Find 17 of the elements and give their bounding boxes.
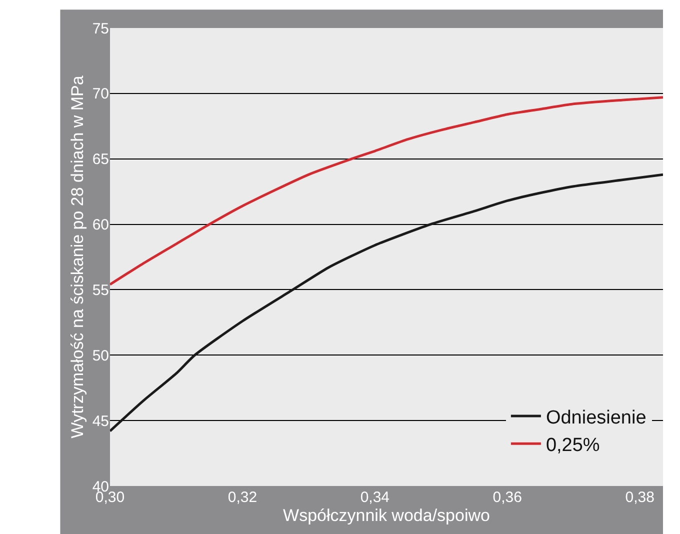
y-tick-label: 75 xyxy=(92,20,109,38)
y-tick-label: 65 xyxy=(92,151,109,168)
x-tick-label: 0,32 xyxy=(228,489,258,506)
x-tick-label: 0,38 xyxy=(625,489,654,506)
y-axis-title: Wytrzymałość na ściskanie po 28 dniach w MPa xyxy=(68,75,87,438)
line-series xyxy=(110,96,663,286)
legend-label: Odniesienie xyxy=(546,407,646,428)
x-axis-title: Współczynnik woda/spoiwo xyxy=(283,506,490,525)
line-series xyxy=(110,173,663,432)
y-tick-label: 70 xyxy=(92,86,109,103)
y-tick-label: 45 xyxy=(92,412,109,430)
legend-label: 0,25% xyxy=(546,435,600,456)
x-tick-label: 0,36 xyxy=(492,489,522,506)
y-tick-label: 60 xyxy=(92,216,109,234)
y-tick-label: 50 xyxy=(92,347,109,364)
x-tick-label: 0,34 xyxy=(360,489,390,506)
y-tick-label: 55 xyxy=(92,282,109,299)
